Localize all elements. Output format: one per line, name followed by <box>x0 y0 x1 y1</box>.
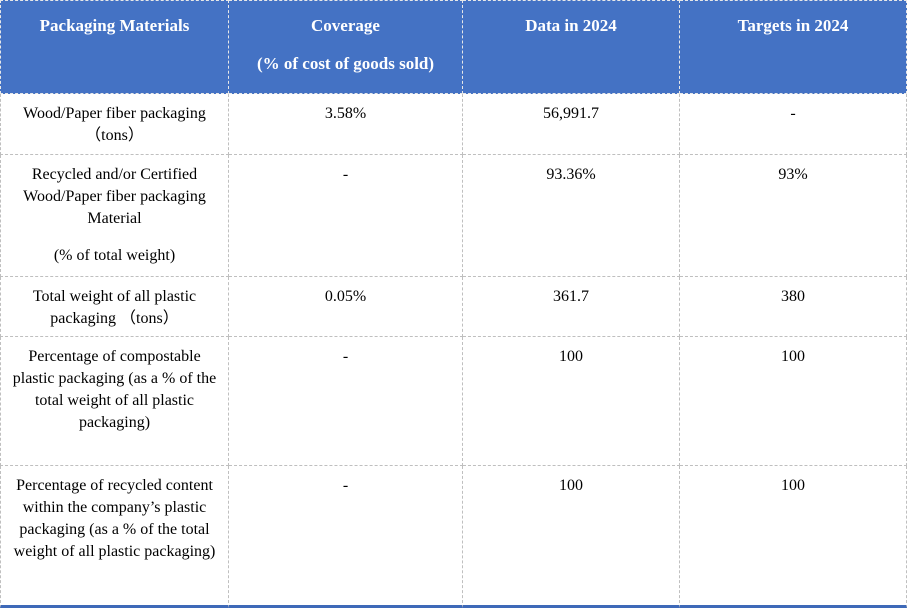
data-2024-value: 93.36% <box>463 155 680 277</box>
col-header-coverage: Coverage (% of cost of goods sold) <box>229 0 463 94</box>
col-header-targets-2024: Targets in 2024 <box>680 0 907 94</box>
material-label: Percentage of compostable plastic packag… <box>12 348 217 431</box>
target-2024-value: 93% <box>680 155 907 277</box>
col-header-data-2024: Data in 2024 <box>463 0 680 94</box>
target-2024-value: - <box>680 94 907 155</box>
material-label: Recycled and/or Certified Wood/Paper fib… <box>23 166 206 227</box>
material-label-cell: Percentage of recycled content within th… <box>0 466 229 608</box>
coverage-value: 3.58% <box>229 94 463 155</box>
table-row-recycled-content-pct: Percentage of recycled content within th… <box>0 466 907 608</box>
target-2024-value: 100 <box>680 466 907 608</box>
material-label: Total weight of all plastic packaging （t… <box>32 288 197 327</box>
material-label-cell: Percentage of compostable plastic packag… <box>0 337 229 466</box>
data-2024-value: 56,991.7 <box>463 94 680 155</box>
col-header-packaging-materials: Packaging Materials <box>0 0 229 94</box>
table-row-recycled-certified-fiber: Recycled and/or Certified Wood/Paper fib… <box>0 155 907 277</box>
material-label-cell: Wood/Paper fiber packaging （tons） <box>0 94 229 155</box>
table-row-compostable-plastic-pct: Percentage of compostable plastic packag… <box>0 337 907 466</box>
material-note: (% of total weight) <box>53 247 176 264</box>
material-label-cell: Total weight of all plastic packaging （t… <box>0 277 229 337</box>
target-2024-value: 380 <box>680 277 907 337</box>
coverage-value: - <box>229 466 463 608</box>
table-row-wood-paper-fiber: Wood/Paper fiber packaging （tons） 3.58% … <box>0 94 907 155</box>
coverage-value: 0.05% <box>229 277 463 337</box>
data-2024-value: 361.7 <box>463 277 680 337</box>
coverage-value: - <box>229 155 463 277</box>
coverage-value: - <box>229 337 463 466</box>
material-label: Wood/Paper fiber packaging （tons） <box>23 105 206 144</box>
material-label: Percentage of recycled content within th… <box>13 477 216 560</box>
col-header-label: Targets in 2024 <box>737 16 849 35</box>
col-header-label: Coverage <box>311 16 380 35</box>
col-header-label: Data in 2024 <box>525 16 617 35</box>
table-row-total-plastic-weight: Total weight of all plastic packaging （t… <box>0 277 907 337</box>
data-2024-value: 100 <box>463 337 680 466</box>
material-label-cell: Recycled and/or Certified Wood/Paper fib… <box>0 155 229 277</box>
target-2024-value: 100 <box>680 337 907 466</box>
col-header-label: Packaging Materials <box>39 16 190 35</box>
col-header-subline: (% of cost of goods sold) <box>256 54 435 73</box>
data-2024-value: 100 <box>463 466 680 608</box>
table-header-row: Packaging Materials Coverage (% of cost … <box>0 0 907 94</box>
